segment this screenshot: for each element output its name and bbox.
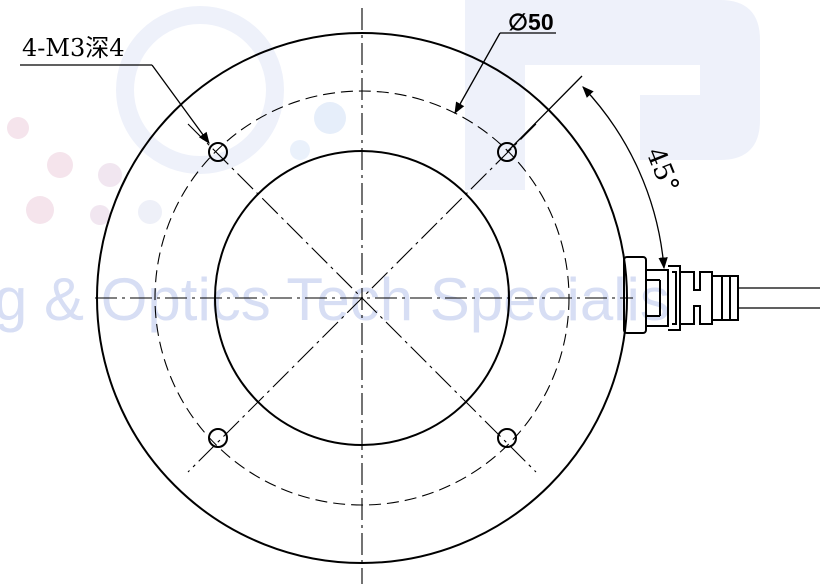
mounting-hole [497, 142, 517, 162]
mounting-holes [208, 142, 517, 448]
watermark-dot [138, 200, 162, 224]
mounting-hole [497, 428, 517, 448]
watermark-dot [26, 196, 54, 224]
mounting-hole [208, 142, 228, 162]
watermark-dot [98, 163, 122, 187]
watermark-text: g & Optics Tech Specialis [0, 266, 670, 333]
gland-body [646, 269, 669, 327]
outer-ring [96, 32, 628, 564]
watermark-dot [290, 140, 310, 160]
watermark-dot [47, 152, 73, 178]
watermark-dot [116, 6, 284, 174]
hole-callout: 4-M3深4 [20, 34, 210, 144]
watermark: g & Optics Tech Specialis [0, 0, 760, 333]
watermark-dot [7, 117, 29, 139]
watermark-dot [90, 205, 110, 225]
diagonal-center-line-b [187, 123, 537, 473]
bolt-circle [154, 90, 570, 506]
cable-gland [623, 256, 820, 334]
mounting-hole [208, 428, 228, 448]
watermark-dot [314, 102, 346, 134]
angle-extension-line [506, 75, 583, 153]
watermark-shape [465, 0, 760, 190]
center-lines [95, 8, 633, 584]
gland-end [712, 275, 739, 321]
gland-teeth [668, 265, 713, 331]
inner-bore [214, 150, 510, 446]
angle-dimension-arc [582, 86, 668, 270]
diameter-callout: ∅50 [454, 9, 556, 115]
hole-callout-leader [151, 64, 210, 144]
diameter-callout-text: ∅50 [508, 9, 554, 35]
hole-callout-text: 4-M3深4 [22, 34, 125, 62]
diameter-leader [454, 32, 501, 115]
